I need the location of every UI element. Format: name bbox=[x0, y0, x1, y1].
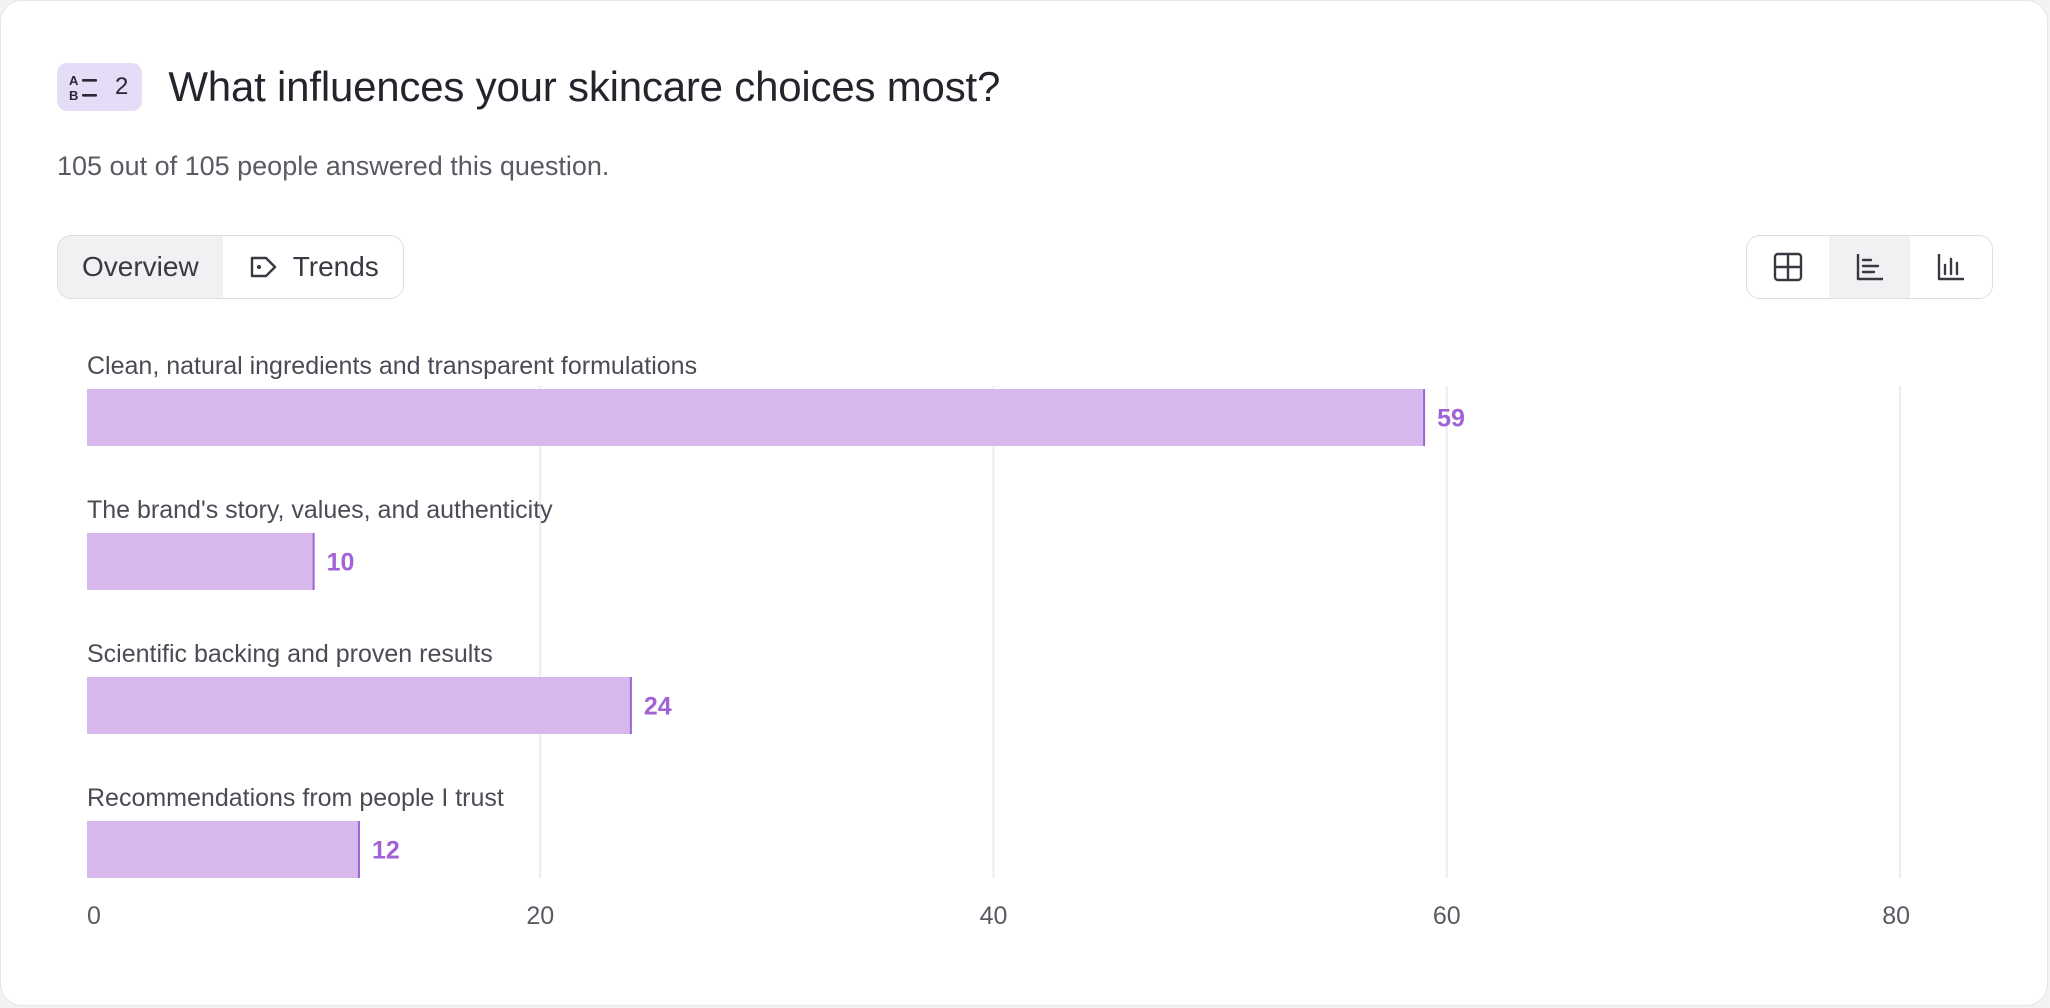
category-label: Scientific backing and proven results bbox=[87, 640, 493, 668]
chart-view-toggle bbox=[1746, 235, 1993, 299]
category-label: Clean, natural ingredients and transpare… bbox=[87, 352, 697, 380]
bar bbox=[87, 677, 631, 734]
multiple-choice-icon: A B bbox=[69, 73, 97, 103]
data-label: 10 bbox=[327, 549, 355, 577]
question-number-badge: A B 2 bbox=[57, 63, 143, 111]
horizontal-bar-chart: Clean, natural ingredients and transpare… bbox=[87, 352, 1910, 930]
data-label: 12 bbox=[372, 837, 400, 865]
bar bbox=[87, 821, 359, 878]
response-count: 105 out of 105 people answered this ques… bbox=[57, 151, 610, 181]
table-view-button[interactable] bbox=[1747, 236, 1829, 298]
tab-trends[interactable]: Trends bbox=[222, 236, 403, 298]
vertical-bar-view-icon bbox=[1937, 254, 1965, 281]
tab-trends-label: Trends bbox=[292, 251, 379, 282]
tick-label: 20 bbox=[526, 902, 554, 930]
data-label: 59 bbox=[1437, 405, 1465, 433]
bar bbox=[87, 389, 1425, 446]
data-label: 24 bbox=[644, 693, 672, 721]
horizontal-bar-view-button[interactable] bbox=[1828, 236, 1911, 298]
horizontal-bar-view-icon bbox=[1856, 254, 1883, 281]
question-number: 2 bbox=[115, 73, 129, 100]
overview-trends-toggle: Overview Trends bbox=[57, 235, 404, 299]
vertical-bar-view-button[interactable] bbox=[1910, 236, 1992, 298]
svg-text:A: A bbox=[69, 73, 79, 88]
tab-overview-label: Overview bbox=[82, 251, 199, 282]
question-header: A B 2 What influences your skincare choi… bbox=[57, 61, 1000, 113]
svg-text:B: B bbox=[69, 88, 78, 103]
tick-label: 80 bbox=[1882, 902, 1910, 930]
tick-label: 60 bbox=[1433, 902, 1461, 930]
bar bbox=[87, 533, 314, 590]
tab-overview[interactable]: Overview bbox=[58, 236, 223, 298]
tick-label: 40 bbox=[980, 902, 1008, 930]
tag-icon bbox=[250, 256, 276, 278]
table-view-icon bbox=[1773, 252, 1803, 282]
tick-label: 0 bbox=[87, 902, 101, 930]
category-label: Recommendations from people I trust bbox=[87, 784, 504, 812]
category-label: The brand's story, values, and authentic… bbox=[87, 496, 553, 524]
question-title: What influences your skincare choices mo… bbox=[168, 63, 1001, 110]
